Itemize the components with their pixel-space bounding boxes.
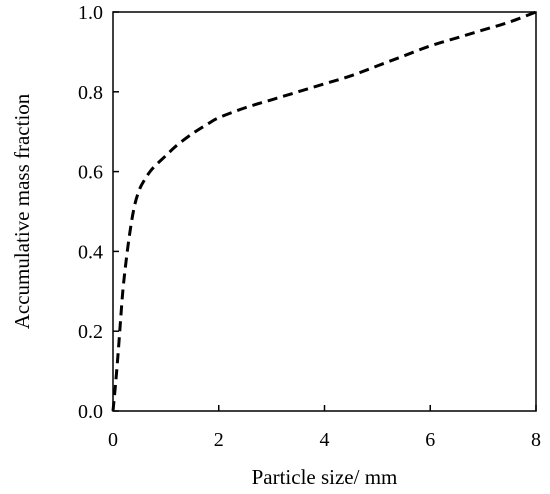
series-layer	[111, 10, 537, 412]
y-tick-label: 0.8	[78, 82, 103, 104]
x-tick-label: 0	[108, 429, 118, 451]
y-tick-label: 0.4	[78, 241, 103, 263]
series-line-0	[111, 10, 537, 412]
plot-frame	[112, 11, 537, 412]
x-tick-label: 6	[425, 429, 435, 451]
y-tick-label: 0.2	[78, 321, 103, 343]
y-axis-title: Accumulative mass fraction	[10, 93, 34, 329]
x-tick-label: 2	[214, 429, 224, 451]
y-axis-ticks: 0.0 0.2 0.4 0.6 0.8 1.0	[78, 2, 119, 423]
x-axis-ticks: 0 2 4 6 8	[108, 405, 541, 451]
y-tick-label: 0.6	[78, 162, 103, 184]
y-tick-label: 0.0	[78, 401, 103, 423]
x-tick-label: 4	[320, 429, 330, 451]
y-tick-label: 1.0	[78, 2, 103, 24]
x-axis-title: Particle size/ mm	[252, 465, 398, 489]
x-tick-label: 8	[531, 429, 541, 451]
